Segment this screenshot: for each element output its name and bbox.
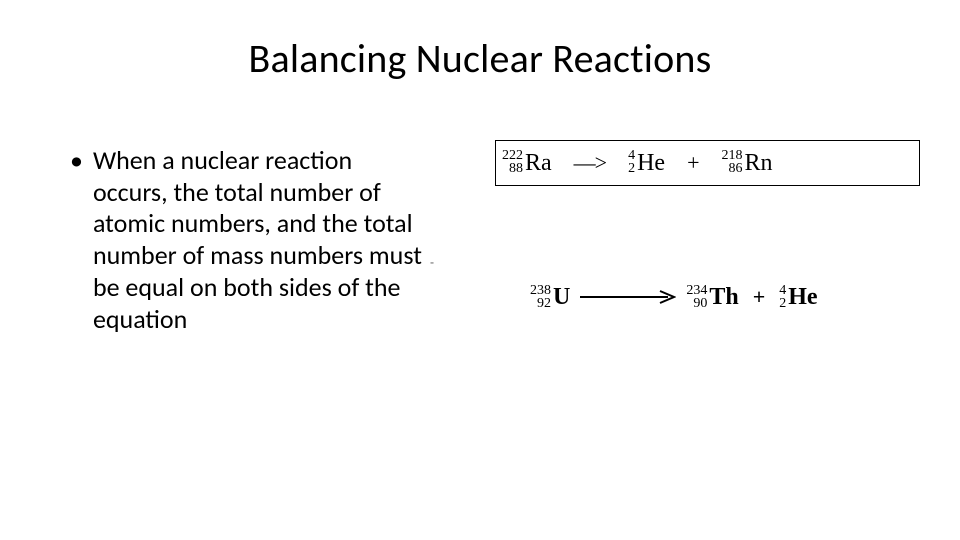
- nuclide-rn-atomic: 86: [729, 163, 743, 176]
- artifact-speck: ···: [430, 258, 433, 268]
- nuclide-he-2: 4 2 He: [779, 284, 817, 311]
- long-arrow-icon: [580, 290, 676, 304]
- nuclide-th: 234 90 Th: [686, 284, 738, 311]
- equation-ra-decay: 222 88 Ra —> 4 2 He + 218 86 Rn: [495, 140, 920, 186]
- nuclide-u-scripts: 238 92: [530, 284, 551, 311]
- bullet-text: When a nuclear reaction occurs, the tota…: [93, 145, 430, 335]
- nuclide-he-symbol: He: [637, 151, 665, 175]
- nuclide-u-symbol: U: [553, 285, 570, 309]
- nuclide-ra-scripts: 222 88: [502, 150, 523, 175]
- nuclide-th-mass: 234: [686, 284, 707, 297]
- nuclide-he-2-mass: 4: [779, 284, 786, 297]
- nuclide-u: 238 92 U: [530, 284, 570, 311]
- nuclide-ra-symbol: Ra: [525, 151, 552, 175]
- nuclide-u-atomic: 92: [537, 297, 551, 310]
- equation-u-decay: 238 92 U 234 90 Th + 4 2 He: [530, 284, 910, 311]
- nuclide-he-2-scripts: 4 2: [779, 284, 786, 311]
- arrow-icon: —>: [574, 150, 606, 176]
- plus-sign-2: +: [753, 284, 766, 310]
- slide: Balancing Nuclear Reactions • When a nuc…: [0, 0, 960, 540]
- plus-sign: +: [687, 150, 699, 176]
- nuclide-he-2-atomic: 2: [779, 297, 786, 310]
- nuclide-u-mass: 238: [530, 284, 551, 297]
- nuclide-he-atomic: 2: [628, 163, 635, 176]
- nuclide-rn-symbol: Rn: [745, 151, 773, 175]
- nuclide-he: 4 2 He: [628, 150, 665, 175]
- arrow-svg: [580, 290, 676, 304]
- nuclide-rn-scripts: 218 86: [722, 150, 743, 175]
- body-bullet: • When a nuclear reaction occurs, the to…: [70, 145, 430, 335]
- nuclide-rn: 218 86 Rn: [722, 150, 773, 175]
- slide-title: Balancing Nuclear Reactions: [0, 34, 960, 83]
- bullet-dot-icon: •: [70, 145, 83, 177]
- nuclide-he-scripts: 4 2: [628, 150, 635, 175]
- nuclide-ra: 222 88 Ra: [502, 150, 552, 175]
- nuclide-th-scripts: 234 90: [686, 284, 707, 311]
- bullet-row: • When a nuclear reaction occurs, the to…: [70, 145, 430, 335]
- nuclide-th-atomic: 90: [693, 297, 707, 310]
- nuclide-th-symbol: Th: [709, 285, 738, 309]
- nuclide-he-2-symbol: He: [788, 285, 817, 309]
- nuclide-ra-atomic: 88: [509, 163, 523, 176]
